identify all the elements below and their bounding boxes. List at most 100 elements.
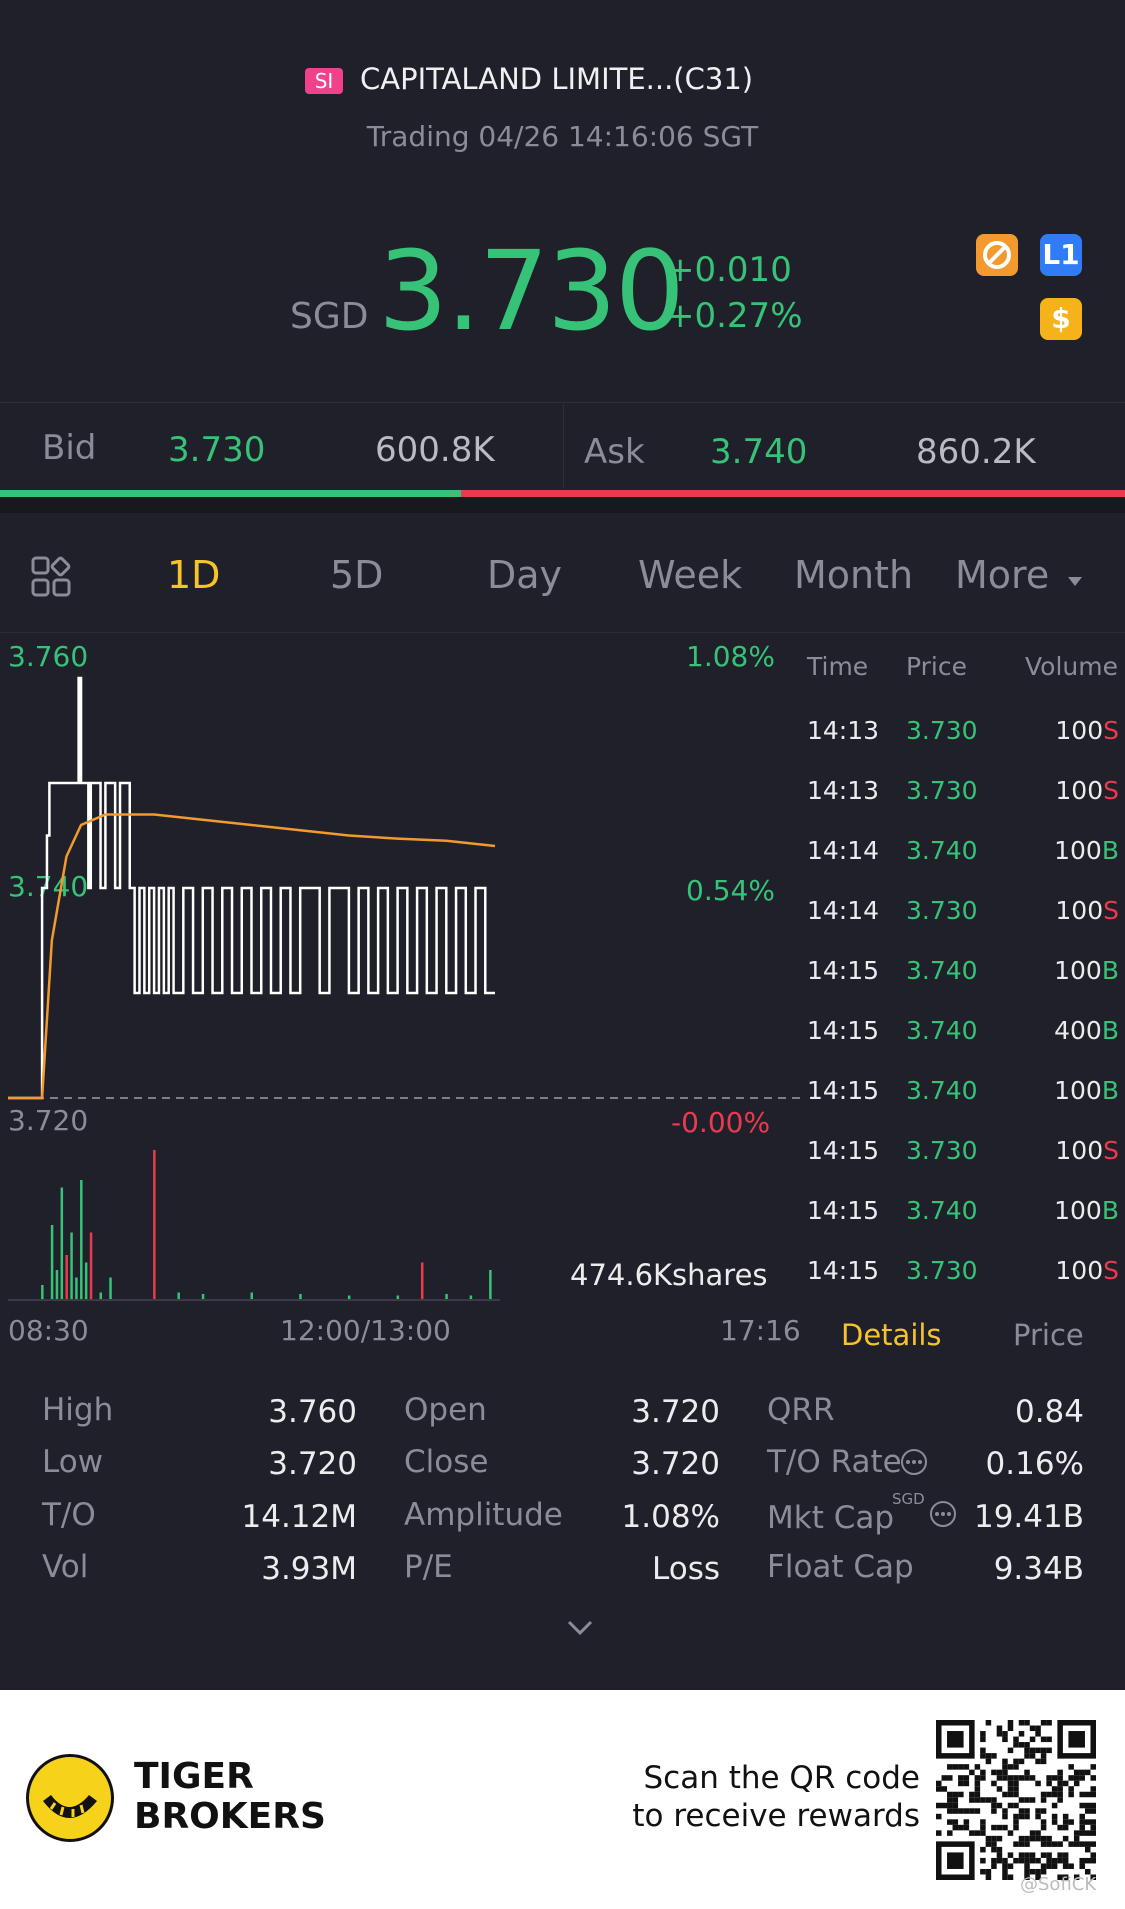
stat-open-label: Open (404, 1392, 487, 1428)
qr-module (1046, 1863, 1052, 1869)
qr-module (1035, 1747, 1041, 1754)
intraday-chart[interactable] (0, 640, 800, 1320)
qr-module (1024, 1863, 1030, 1869)
dollar-icon[interactable]: $ (1040, 298, 1082, 340)
qr-module (996, 1824, 1003, 1831)
bid-ask-panel[interactable] (0, 402, 1125, 493)
qr-module (1029, 1725, 1036, 1732)
average-price-line (8, 813, 496, 1100)
level1-icon[interactable]: L1 (1040, 234, 1082, 276)
tick-price: 3.740 (906, 956, 978, 985)
qr-module (1046, 1835, 1052, 1842)
qr-module (996, 1857, 1003, 1864)
qr-module (1051, 1775, 1058, 1781)
qr-module (985, 1835, 992, 1842)
qr-module (963, 1775, 970, 1781)
qr-module (1002, 1808, 1008, 1814)
tick-side: B (1101, 1016, 1119, 1045)
bid-ratio-bar (0, 490, 462, 497)
qr-module (952, 1819, 959, 1825)
qr-module (1051, 1791, 1058, 1798)
volume-layer (8, 1150, 500, 1301)
stock-title[interactable]: CAPITALAND LIMITE...(C31) (360, 62, 754, 96)
qr-module (991, 1802, 997, 1809)
qr-module (1062, 1863, 1069, 1869)
qr-module (1040, 1835, 1047, 1842)
qr-module (980, 1753, 986, 1759)
qr-module (947, 1797, 953, 1803)
stat-open-value: 3.720 (631, 1394, 720, 1430)
restricted-icon[interactable] (976, 234, 1018, 276)
qr-module (1040, 1758, 1047, 1765)
qr-module (952, 1802, 959, 1809)
qr-module (1007, 1802, 1014, 1809)
tick-side: S (1103, 776, 1119, 805)
tab-5d[interactable]: 5D (330, 553, 384, 597)
qr-module (1024, 1769, 1030, 1776)
info-icon[interactable] (900, 1448, 928, 1476)
brand-name-line2: BROKERS (134, 1796, 326, 1837)
tab-more[interactable]: More (955, 553, 1085, 597)
tick-volume: 100S (1055, 896, 1119, 925)
qr-module (1040, 1747, 1047, 1754)
qr-finder (947, 1731, 964, 1748)
grid-icon[interactable] (30, 555, 74, 599)
tab-month[interactable]: Month (794, 553, 914, 597)
chevron-down-icon[interactable] (567, 1620, 593, 1636)
last-price: 3.730 (378, 227, 685, 355)
qr-module (1007, 1747, 1014, 1754)
qr-module (1007, 1791, 1014, 1798)
trading-status: Trading 04/26 14:16:06 SGT (366, 120, 759, 153)
qr-module (1002, 1874, 1008, 1880)
stat-qrr-value: 0.84 (1014, 1394, 1084, 1430)
volume-bar (55, 1270, 59, 1300)
qr-module (1040, 1720, 1047, 1726)
qr-module (1084, 1808, 1091, 1814)
pct-axis-mid: 0.54% (686, 874, 775, 907)
qr-module (996, 1835, 1003, 1842)
qr-module (947, 1775, 953, 1781)
tick-side: B (1101, 836, 1119, 865)
tick-volume-amount: 400 (1054, 1016, 1102, 1045)
qr-module (1029, 1852, 1036, 1858)
qr-module (1018, 1841, 1025, 1847)
qr-module (1029, 1747, 1036, 1754)
stat-qrr-label: QRR (767, 1392, 835, 1428)
exchange-badge: SI (305, 68, 343, 94)
qr-module (1029, 1830, 1036, 1836)
x-axis-start: 08:30 (8, 1314, 89, 1347)
qr-module (980, 1830, 986, 1836)
qr-module (963, 1824, 970, 1831)
volume-bar (201, 1294, 205, 1300)
qr-module (1090, 1852, 1096, 1858)
tick-volume-amount: 100 (1054, 1076, 1102, 1105)
qr-module (991, 1863, 997, 1869)
qr-module (985, 1841, 992, 1847)
tab-details[interactable]: Details (841, 1318, 942, 1352)
qr-module (974, 1830, 981, 1836)
tab-day[interactable]: Day (487, 553, 563, 597)
qr-module (1029, 1753, 1036, 1759)
qr-module (1024, 1742, 1030, 1748)
qr-module (1035, 1857, 1041, 1864)
qr-module (974, 1775, 981, 1781)
qr-code-icon[interactable] (936, 1720, 1096, 1880)
qr-module (1002, 1868, 1008, 1875)
qr-module (1035, 1780, 1041, 1787)
info-icon[interactable] (929, 1500, 957, 1528)
watermark: @SofiCK (1020, 1874, 1097, 1895)
tick-volume: 100B (1054, 1196, 1119, 1225)
volume-bar (445, 1294, 448, 1300)
tab-week[interactable]: Week (638, 553, 743, 597)
qr-module (985, 1874, 992, 1880)
volume-bar (396, 1295, 400, 1300)
qr-module (974, 1780, 981, 1787)
tab-price[interactable]: Price (1013, 1318, 1084, 1352)
qr-module (996, 1786, 1003, 1792)
qr-module (1084, 1846, 1091, 1853)
qr-module (1090, 1764, 1096, 1770)
volume-bar (41, 1285, 44, 1300)
tab-1d[interactable]: 1D (167, 553, 221, 597)
qr-module (1018, 1808, 1025, 1814)
qr-module (1046, 1720, 1052, 1726)
